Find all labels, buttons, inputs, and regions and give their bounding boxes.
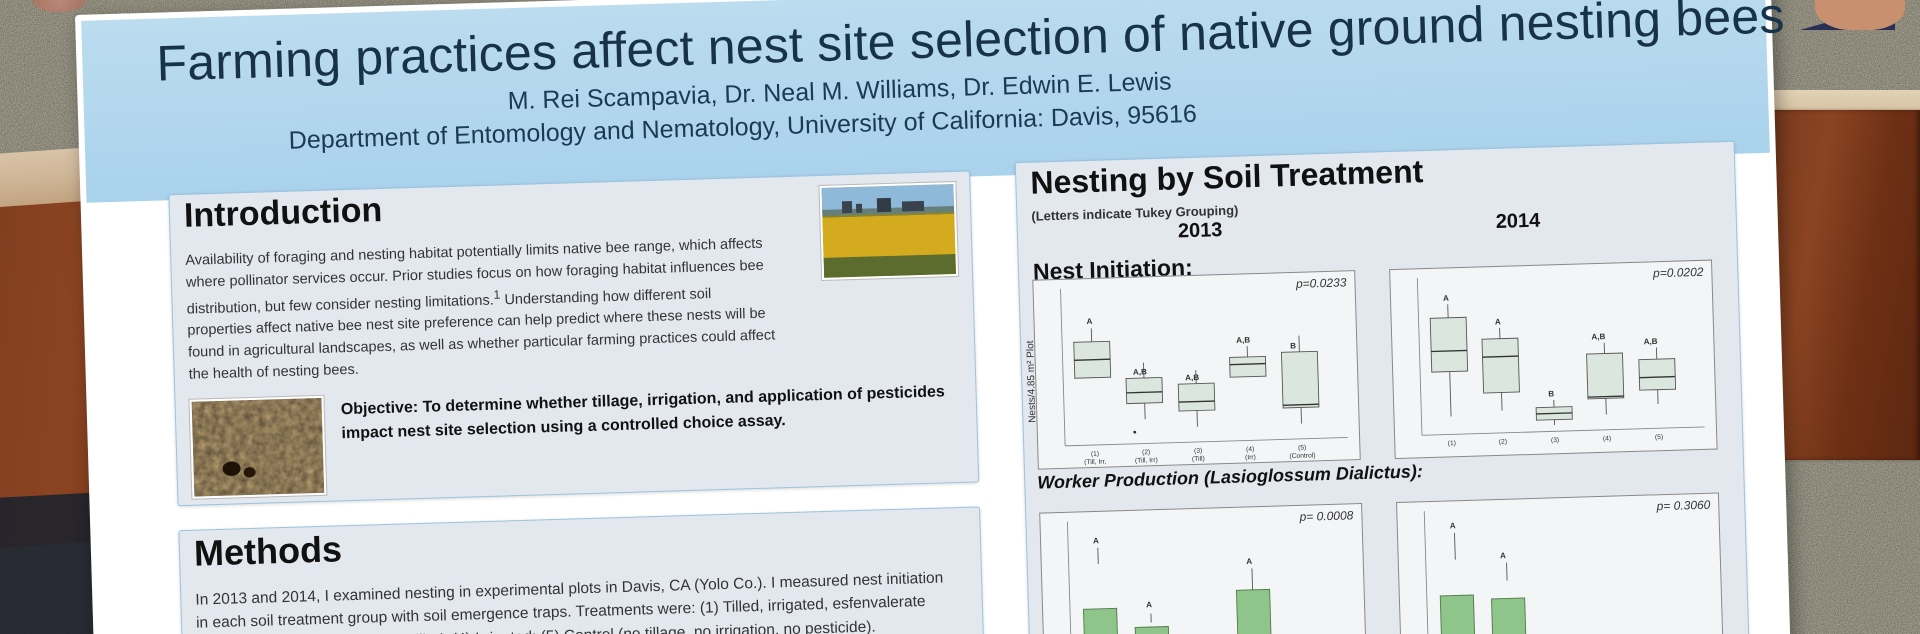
- svg-text:(2): (2): [1142, 449, 1150, 456]
- svg-text:(3): (3): [1551, 437, 1559, 444]
- svg-text:(Till): (Till): [1192, 455, 1205, 462]
- svg-text:(4): (4): [1246, 446, 1254, 453]
- svg-text:B: B: [1548, 389, 1554, 398]
- svg-text:(4): (4): [1603, 435, 1611, 442]
- svg-text:A: A: [1500, 551, 1506, 560]
- svg-text:A,B: A,B: [1185, 373, 1199, 382]
- svg-text:A: A: [1449, 521, 1455, 530]
- svg-text:A: A: [1093, 536, 1099, 545]
- svg-text:(2): (2): [1499, 438, 1507, 445]
- svg-text:(1): (1): [1090, 450, 1098, 457]
- svg-text:(Control): (Control): [1289, 452, 1315, 460]
- svg-text:A: A: [1443, 293, 1449, 302]
- svg-text:(1): (1): [1447, 440, 1455, 447]
- svg-text:(5): (5): [1298, 444, 1306, 451]
- svg-text:(3): (3): [1194, 447, 1202, 454]
- svg-text:(Till, Irr,: (Till, Irr,: [1084, 458, 1106, 466]
- svg-text:A: A: [1495, 317, 1501, 326]
- svg-text:(5): (5): [1655, 434, 1663, 441]
- svg-text:(Till, Irr): (Till, Irr): [1134, 457, 1157, 465]
- svg-text:A,B: A,B: [1643, 337, 1657, 346]
- svg-text:A,B: A,B: [1236, 335, 1250, 344]
- svg-text:A,B: A,B: [1591, 332, 1605, 341]
- svg-text:A: A: [1246, 557, 1252, 566]
- svg-text:(Irr): (Irr): [1245, 454, 1256, 461]
- svg-text:B: B: [1290, 341, 1296, 350]
- svg-text:A: A: [1146, 600, 1152, 609]
- svg-text:A,B: A,B: [1132, 367, 1146, 376]
- svg-text:A: A: [1086, 317, 1092, 326]
